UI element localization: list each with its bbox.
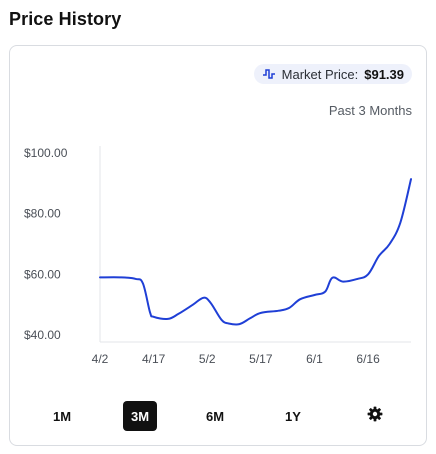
x-tick-label: 4/17 <box>142 352 166 366</box>
x-tick-label: 5/17 <box>249 352 273 366</box>
price-series-line <box>99 178 412 326</box>
price-chart: $100.00 $80.00 $60.00 $40.00 4/2 4/17 5/2 5/17 6… <box>24 146 412 366</box>
range-description: Past 3 Months <box>328 103 412 118</box>
x-tick-label: 4/2 <box>92 352 109 366</box>
range-6m-button[interactable]: 6M <box>205 408 225 424</box>
y-tick-label: $80.00 <box>24 207 61 221</box>
market-price-badge: Market Price: $91.39 <box>253 64 412 84</box>
x-tick-label: 6/16 <box>356 352 380 366</box>
price-line-icon <box>262 68 276 80</box>
range-3m-button[interactable]: 3M <box>123 401 157 431</box>
range-1y-button[interactable]: 1Y <box>285 408 301 424</box>
gear-icon <box>367 406 383 427</box>
y-tick-label: $100.00 <box>24 146 68 160</box>
market-price-value: $91.39 <box>364 66 404 82</box>
price-history-card: Market Price: $91.39 Past 3 Months $100.… <box>9 45 427 446</box>
settings-button[interactable] <box>360 401 390 431</box>
market-price-label: Market Price: <box>281 66 359 82</box>
page-title: Price History <box>9 9 122 29</box>
range-1m-button[interactable]: 1M <box>52 408 72 424</box>
y-tick-label: $40.00 <box>24 328 61 342</box>
range-selector: 1M 3M 6M 1Y <box>10 401 426 431</box>
y-tick-label: $60.00 <box>24 267 61 281</box>
x-tick-label: 6/1 <box>306 352 323 366</box>
x-tick-label: 5/2 <box>199 352 216 366</box>
